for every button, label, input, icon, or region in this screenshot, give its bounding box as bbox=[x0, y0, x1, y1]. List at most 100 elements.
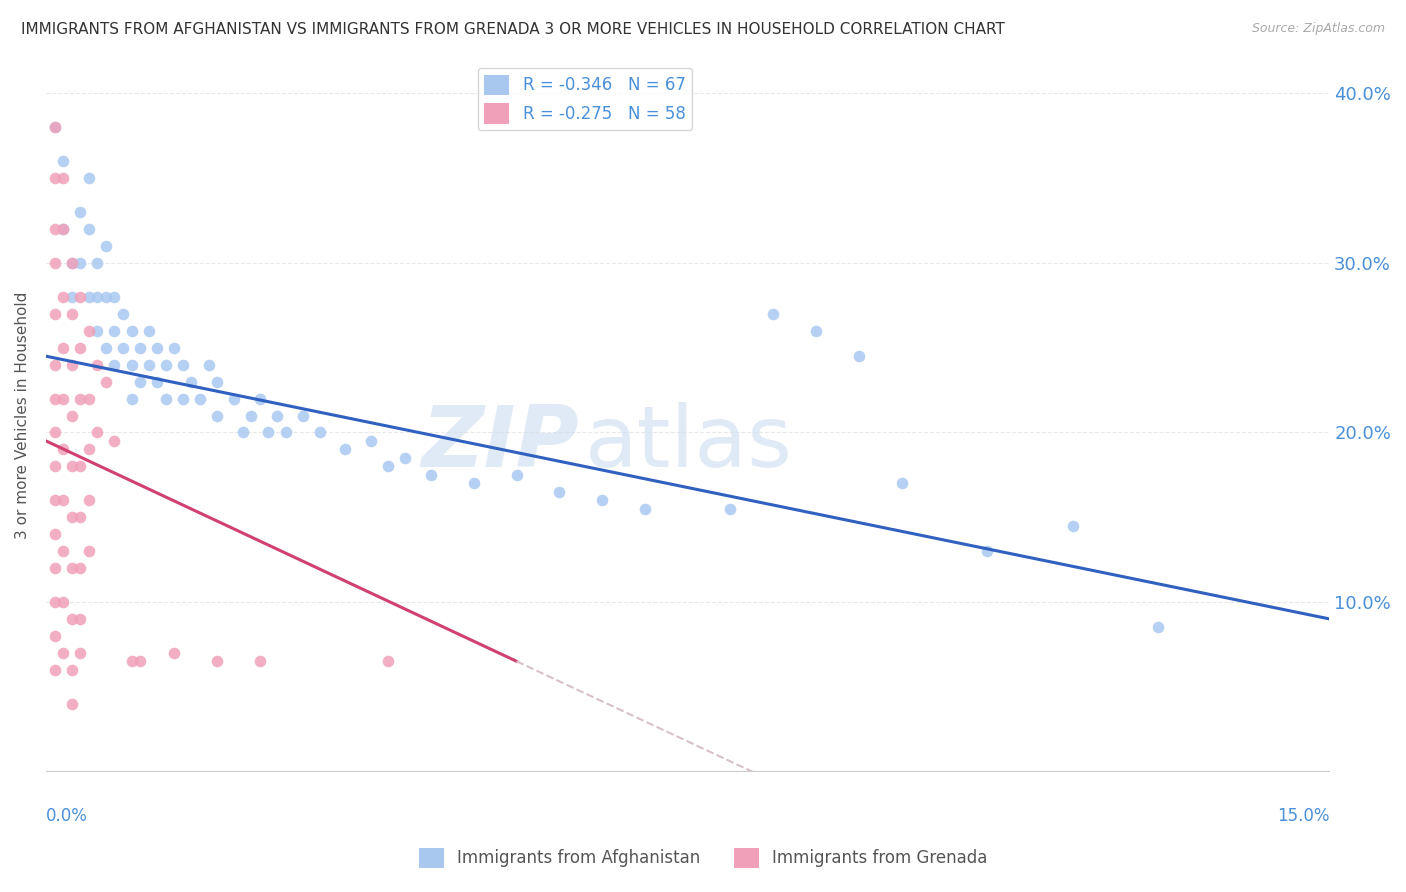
Point bbox=[44, 307, 66, 321]
Point bbox=[60, 663, 83, 677]
Legend: Immigrants from Afghanistan, Immigrants from Grenada: Immigrants from Afghanistan, Immigrants … bbox=[412, 841, 994, 875]
Point bbox=[121, 392, 143, 406]
Point bbox=[197, 358, 219, 372]
Point bbox=[52, 290, 75, 304]
Point bbox=[890, 476, 912, 491]
Text: 0.0%: 0.0% bbox=[46, 807, 87, 825]
Point bbox=[103, 434, 125, 448]
Point bbox=[762, 307, 785, 321]
Point bbox=[94, 341, 117, 355]
Point bbox=[976, 544, 998, 558]
Point bbox=[86, 324, 108, 338]
Point bbox=[60, 697, 83, 711]
Point bbox=[163, 341, 186, 355]
Point bbox=[111, 341, 134, 355]
Point bbox=[77, 442, 100, 457]
Point bbox=[121, 358, 143, 372]
Point bbox=[121, 654, 143, 668]
Point bbox=[69, 646, 91, 660]
Point bbox=[44, 459, 66, 474]
Point bbox=[146, 375, 169, 389]
Point bbox=[60, 510, 83, 524]
Text: 15.0%: 15.0% bbox=[1277, 807, 1329, 825]
Point bbox=[146, 341, 169, 355]
Point bbox=[155, 358, 177, 372]
Point bbox=[274, 425, 297, 440]
Point bbox=[44, 629, 66, 643]
Point bbox=[44, 493, 66, 508]
Point bbox=[205, 375, 228, 389]
Point bbox=[394, 450, 416, 465]
Point bbox=[77, 493, 100, 508]
Point bbox=[121, 324, 143, 338]
Point bbox=[205, 409, 228, 423]
Text: IMMIGRANTS FROM AFGHANISTAN VS IMMIGRANTS FROM GRENADA 3 OR MORE VEHICLES IN HOU: IMMIGRANTS FROM AFGHANISTAN VS IMMIGRANT… bbox=[21, 22, 1005, 37]
Point bbox=[129, 341, 152, 355]
Point bbox=[103, 358, 125, 372]
Point bbox=[60, 612, 83, 626]
Text: atlas: atlas bbox=[585, 402, 793, 485]
Point bbox=[232, 425, 254, 440]
Point bbox=[52, 222, 75, 236]
Point bbox=[44, 595, 66, 609]
Point bbox=[77, 290, 100, 304]
Point bbox=[360, 434, 382, 448]
Point bbox=[138, 324, 160, 338]
Point bbox=[60, 561, 83, 575]
Point bbox=[103, 324, 125, 338]
Point bbox=[44, 561, 66, 575]
Point bbox=[69, 459, 91, 474]
Point bbox=[249, 392, 271, 406]
Point bbox=[69, 561, 91, 575]
Point bbox=[60, 256, 83, 270]
Point bbox=[60, 290, 83, 304]
Point bbox=[129, 375, 152, 389]
Point bbox=[377, 459, 399, 474]
Point bbox=[1147, 620, 1170, 634]
Point bbox=[94, 375, 117, 389]
Legend: R = -0.346   N = 67, R = -0.275   N = 58: R = -0.346 N = 67, R = -0.275 N = 58 bbox=[478, 68, 692, 130]
Point bbox=[77, 171, 100, 186]
Point bbox=[69, 290, 91, 304]
Point bbox=[52, 171, 75, 186]
Point bbox=[205, 654, 228, 668]
Point bbox=[420, 467, 443, 482]
Text: ZIP: ZIP bbox=[420, 402, 578, 485]
Point bbox=[77, 222, 100, 236]
Point bbox=[86, 425, 108, 440]
Point bbox=[44, 171, 66, 186]
Point bbox=[86, 290, 108, 304]
Point bbox=[804, 324, 827, 338]
Point bbox=[52, 222, 75, 236]
Point bbox=[44, 120, 66, 135]
Text: Source: ZipAtlas.com: Source: ZipAtlas.com bbox=[1251, 22, 1385, 36]
Point bbox=[163, 646, 186, 660]
Point bbox=[52, 442, 75, 457]
Point bbox=[224, 392, 246, 406]
Point bbox=[1062, 518, 1084, 533]
Point bbox=[69, 510, 91, 524]
Point bbox=[60, 459, 83, 474]
Point bbox=[86, 358, 108, 372]
Point bbox=[60, 256, 83, 270]
Point bbox=[69, 392, 91, 406]
Point bbox=[291, 409, 314, 423]
Point bbox=[69, 205, 91, 219]
Point bbox=[718, 501, 741, 516]
Point bbox=[44, 425, 66, 440]
Point bbox=[44, 120, 66, 135]
Point bbox=[60, 409, 83, 423]
Point bbox=[172, 392, 194, 406]
Point bbox=[266, 409, 288, 423]
Point bbox=[69, 612, 91, 626]
Point bbox=[60, 307, 83, 321]
Point bbox=[52, 646, 75, 660]
Point bbox=[52, 392, 75, 406]
Point bbox=[377, 654, 399, 668]
Point bbox=[548, 484, 571, 499]
Point bbox=[138, 358, 160, 372]
Point bbox=[86, 256, 108, 270]
Point bbox=[155, 392, 177, 406]
Point bbox=[180, 375, 202, 389]
Point bbox=[44, 392, 66, 406]
